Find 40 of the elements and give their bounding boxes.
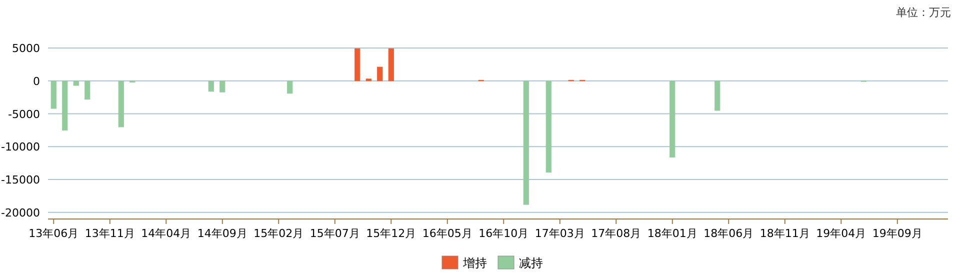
bar bbox=[388, 48, 394, 82]
x-tick-label: 15年07月 bbox=[310, 227, 360, 240]
y-tick-label: -10000 bbox=[1, 140, 40, 154]
bar bbox=[220, 80, 226, 92]
x-tick-label: 13年06月 bbox=[28, 227, 79, 240]
y-tick-label: -5000 bbox=[8, 108, 40, 121]
bar bbox=[73, 80, 79, 86]
y-tick-label: 0 bbox=[33, 74, 40, 88]
x-tick-label: 16年10月 bbox=[478, 227, 529, 240]
x-tick-label: 18年11月 bbox=[760, 227, 810, 240]
bar bbox=[523, 80, 529, 205]
y-tick-label: -20000 bbox=[1, 206, 40, 220]
bar bbox=[287, 80, 293, 94]
x-tick-label: 15年02月 bbox=[254, 227, 304, 240]
x-tick-label: 18年01月 bbox=[647, 227, 698, 240]
x-tick-label: 18年06月 bbox=[704, 227, 754, 240]
bar bbox=[118, 80, 124, 128]
text: 单位：万元 bbox=[896, 6, 951, 19]
x-tick-label: 19年09月 bbox=[872, 227, 922, 240]
bar bbox=[354, 48, 360, 82]
x-tick-label: 19年04月 bbox=[816, 227, 866, 240]
x-tick-label: 16年05月 bbox=[422, 227, 472, 240]
y-tick-label: -15000 bbox=[1, 174, 40, 187]
bar bbox=[714, 80, 720, 111]
x-tick-label: 14年04月 bbox=[141, 227, 192, 240]
legend-label: 增持 bbox=[462, 256, 487, 270]
bar bbox=[377, 66, 383, 82]
legend-label: 减持 bbox=[519, 256, 543, 270]
y-tick-label: 5000 bbox=[12, 42, 40, 55]
x-tick-label: 17年08月 bbox=[591, 227, 642, 240]
bar bbox=[50, 80, 56, 109]
bar bbox=[546, 80, 552, 173]
bar bbox=[84, 80, 90, 100]
x-tick-label: 13年11月 bbox=[84, 227, 135, 240]
x-tick-label: 17年03月 bbox=[534, 227, 585, 240]
bar bbox=[62, 80, 68, 131]
x-tick-label: 14年09月 bbox=[197, 227, 248, 240]
x-tick-label: 15年12月 bbox=[366, 227, 416, 240]
bar bbox=[208, 80, 214, 92]
bar bbox=[670, 80, 676, 158]
